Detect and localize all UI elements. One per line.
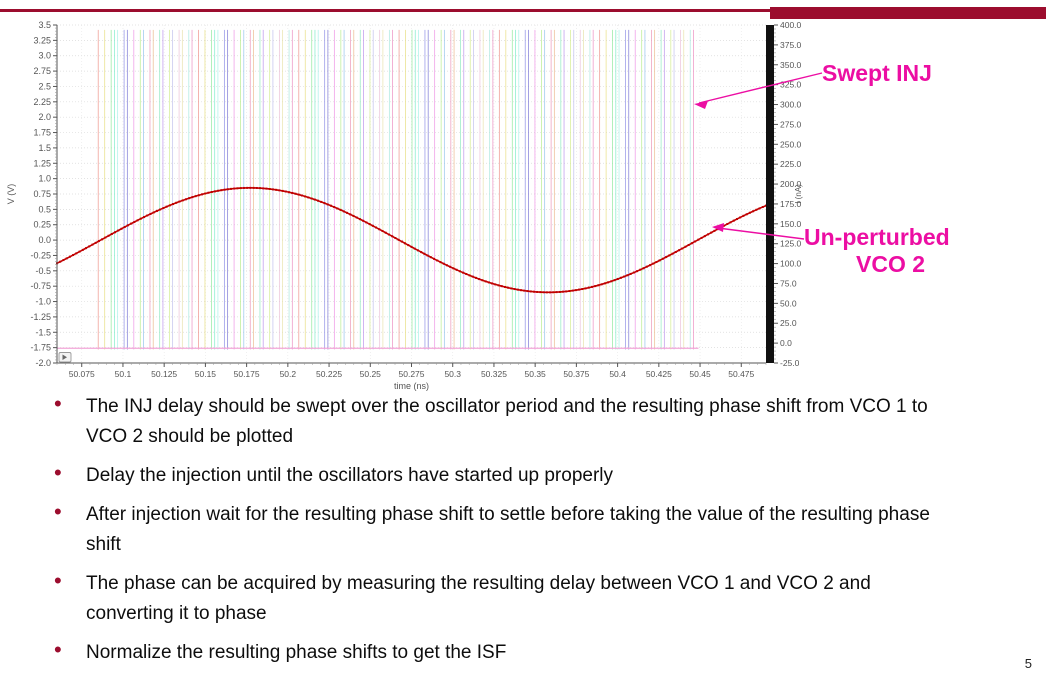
svg-text:250.0: 250.0 — [780, 139, 802, 149]
svg-text:Un-perturbed: Un-perturbed — [804, 224, 950, 250]
svg-text:time (ns): time (ns) — [394, 381, 429, 391]
svg-text:150.0: 150.0 — [780, 219, 802, 229]
svg-text:2.75: 2.75 — [33, 66, 51, 76]
svg-text:-1.25: -1.25 — [30, 312, 51, 322]
svg-text:50.35: 50.35 — [525, 369, 547, 379]
svg-text:50.3: 50.3 — [444, 369, 461, 379]
svg-text:Swept INJ: Swept INJ — [822, 60, 932, 86]
svg-text:1.5: 1.5 — [38, 143, 51, 153]
svg-text:400.0: 400.0 — [780, 20, 802, 30]
svg-text:225.0: 225.0 — [780, 159, 802, 169]
svg-text:50.15: 50.15 — [195, 369, 217, 379]
svg-text:-0.5: -0.5 — [35, 266, 51, 276]
svg-text:50.225: 50.225 — [316, 369, 342, 379]
svg-text:3.5: 3.5 — [38, 20, 51, 30]
svg-text:1.0: 1.0 — [38, 174, 51, 184]
svg-text:2.5: 2.5 — [38, 81, 51, 91]
svg-text:50.25: 50.25 — [360, 369, 382, 379]
svg-text:3.25: 3.25 — [33, 35, 51, 45]
svg-text:-0.25: -0.25 — [30, 250, 51, 260]
svg-text:375.0: 375.0 — [780, 40, 802, 50]
svg-text:-1.5: -1.5 — [35, 327, 51, 337]
svg-text:50.475: 50.475 — [728, 369, 754, 379]
svg-text:I (nA): I (nA) — [794, 184, 803, 204]
svg-text:50.0: 50.0 — [780, 298, 797, 308]
svg-text:50.275: 50.275 — [399, 369, 425, 379]
svg-text:50.1: 50.1 — [115, 369, 132, 379]
svg-text:-25.0: -25.0 — [780, 358, 800, 368]
svg-text:-1.0: -1.0 — [35, 297, 51, 307]
svg-text:-0.75: -0.75 — [30, 281, 51, 291]
svg-text:275.0: 275.0 — [780, 119, 802, 129]
svg-text:50.45: 50.45 — [689, 369, 711, 379]
svg-text:75.0: 75.0 — [780, 278, 797, 288]
svg-text:125.0: 125.0 — [780, 239, 802, 249]
svg-text:0.0: 0.0 — [780, 338, 792, 348]
svg-text:50.075: 50.075 — [69, 369, 95, 379]
svg-text:50.325: 50.325 — [481, 369, 507, 379]
svg-text:50.175: 50.175 — [234, 369, 260, 379]
svg-text:50.425: 50.425 — [646, 369, 672, 379]
svg-text:50.4: 50.4 — [609, 369, 626, 379]
svg-text:1.25: 1.25 — [33, 158, 51, 168]
svg-text:300.0: 300.0 — [780, 100, 802, 110]
svg-text:0.5: 0.5 — [38, 204, 51, 214]
svg-text:100.0: 100.0 — [780, 259, 802, 269]
svg-text:0.25: 0.25 — [33, 220, 51, 230]
svg-text:-2.0: -2.0 — [35, 358, 51, 368]
svg-text:2.0: 2.0 — [38, 112, 51, 122]
svg-text:0.0: 0.0 — [38, 235, 51, 245]
svg-text:50.2: 50.2 — [280, 369, 297, 379]
svg-text:50.125: 50.125 — [151, 369, 177, 379]
svg-text:V (V): V (V) — [6, 184, 16, 205]
svg-text:0.75: 0.75 — [33, 189, 51, 199]
svg-text:1.75: 1.75 — [33, 128, 51, 138]
svg-text:25.0: 25.0 — [780, 318, 797, 328]
svg-text:VCO 2: VCO 2 — [856, 251, 925, 277]
svg-text:3.0: 3.0 — [38, 51, 51, 61]
svg-text:50.375: 50.375 — [563, 369, 589, 379]
svg-text:2.25: 2.25 — [33, 97, 51, 107]
svg-text:-1.75: -1.75 — [30, 343, 51, 353]
svg-text:350.0: 350.0 — [780, 60, 802, 70]
